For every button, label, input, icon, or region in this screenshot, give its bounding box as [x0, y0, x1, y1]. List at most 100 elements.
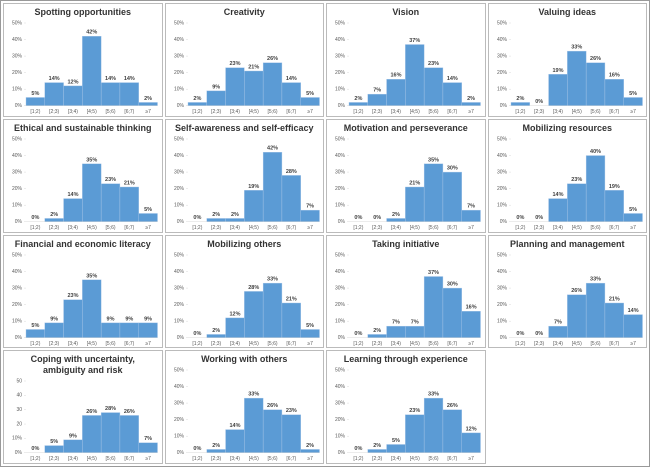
- value-label: 19%: [552, 68, 563, 74]
- value-label: 28%: [105, 406, 116, 412]
- chart-title: Motivation and perseverance: [343, 122, 468, 133]
- value-label: 5%: [31, 91, 39, 97]
- value-label: 0%: [354, 215, 362, 221]
- y-tick-label: 30%: [173, 53, 184, 59]
- x-tick-label: [5;6): [267, 225, 277, 231]
- chart: 0% 10% 20% 30% 40% 50% 0% [1;2) 2% [2;3) 12% [3;4) 2…: [173, 252, 320, 347]
- bar: [623, 313, 643, 338]
- value-label: 14%: [67, 192, 78, 198]
- y-tick-label: 20%: [12, 301, 23, 307]
- value-label: 9%: [50, 316, 58, 322]
- value-label: 26%: [590, 56, 601, 62]
- x-tick-label: [5;6): [106, 109, 116, 115]
- value-label: 35%: [86, 273, 97, 279]
- value-label: 0%: [193, 331, 201, 337]
- value-label: 16%: [390, 73, 401, 79]
- value-label: 2%: [50, 212, 58, 218]
- chart: 0% 10% 20% 30% 40% 50% 0% [1;2) 2% [2;3) 14% [3;4) 3…: [173, 368, 320, 462]
- bar: [281, 174, 301, 222]
- x-tick-label: [3;4): [391, 341, 401, 347]
- x-tick-label: ≥7: [468, 341, 474, 347]
- value-label: 23%: [229, 61, 240, 67]
- x-tick-label: [5;6): [267, 341, 277, 347]
- y-tick-label: 10%: [335, 318, 346, 324]
- bar: [206, 449, 226, 454]
- chart: 0% 10% 20% 30% 40% 50% 2% [1;2) 9% [2;3) 23% [3;4) 2…: [173, 20, 320, 115]
- chart: 0% 10% 20% 30% 40% 50% 5% [1;2) 9% [2;3) 23% [3;4) 3…: [12, 252, 158, 347]
- bar: [63, 298, 83, 338]
- value-label: 0%: [535, 331, 543, 337]
- x-tick-label: [3;4): [68, 225, 78, 231]
- value-label: 12%: [466, 427, 477, 433]
- x-tick-label: [2;3): [534, 341, 544, 347]
- bar: [187, 102, 207, 106]
- x-tick-label: [5;6): [429, 341, 439, 347]
- value-label: 21%: [608, 296, 619, 302]
- x-tick-label: [6;7): [124, 109, 134, 115]
- bar: [206, 90, 226, 106]
- bar: [138, 213, 158, 222]
- value-label: 7%: [373, 88, 381, 94]
- y-tick-label: 50%: [173, 252, 184, 258]
- value-label: 5%: [144, 207, 152, 213]
- x-tick-label: [5;6): [106, 456, 116, 462]
- y-tick-label: 20%: [173, 417, 184, 423]
- x-tick-label: [1;2): [353, 341, 363, 347]
- y-tick-label: 10%: [496, 318, 507, 324]
- bar: [243, 189, 263, 222]
- x-tick-label: [3;4): [552, 225, 562, 231]
- bar: [405, 44, 425, 106]
- x-tick-label: [6;7): [286, 341, 296, 347]
- x-tick-label: [3;4): [229, 109, 239, 115]
- x-tick-label: [3;4): [229, 225, 239, 231]
- value-label: 2%: [212, 443, 220, 449]
- y-tick-label: 20%: [173, 186, 184, 192]
- bar: [243, 290, 263, 338]
- y-tick-label: 0%: [338, 335, 346, 341]
- x-tick-label: [3;4): [68, 341, 78, 347]
- y-tick-label: 0%: [499, 335, 507, 341]
- value-label: 7%: [306, 203, 314, 209]
- chart-panel: Mobilizing resources 0% 10% 20% 30% 40% 50% 0% […: [487, 118, 647, 233]
- bar: [461, 102, 481, 106]
- y-tick-label: 40%: [173, 384, 184, 390]
- bar: [44, 445, 64, 454]
- x-tick-label: [4;5): [248, 109, 258, 115]
- bar: [138, 442, 158, 454]
- value-label: 0%: [31, 446, 39, 452]
- bar: [442, 287, 462, 338]
- value-label: 2%: [354, 96, 362, 102]
- x-tick-label: ≥7: [630, 341, 636, 347]
- value-label: 26%: [86, 409, 97, 415]
- x-tick-label: ≥7: [307, 456, 313, 462]
- x-tick-label: [4;5): [248, 341, 258, 347]
- value-label: 42%: [86, 30, 97, 36]
- value-label: 12%: [67, 79, 78, 85]
- value-label: 0%: [535, 99, 543, 105]
- bar: [281, 82, 301, 106]
- x-tick-label: [2;3): [372, 341, 382, 347]
- y-tick-label: 10%: [335, 87, 346, 93]
- value-label: 9%: [144, 316, 152, 322]
- x-tick-label: [4;5): [571, 341, 581, 347]
- y-tick-label: 20%: [173, 301, 184, 307]
- bar: [604, 79, 624, 106]
- y-tick-label: 10%: [496, 87, 507, 93]
- bar: [100, 183, 121, 222]
- y-tick-label: 10%: [173, 434, 184, 440]
- bar: [386, 79, 406, 106]
- x-tick-label: [6;7): [447, 456, 457, 462]
- x-tick-label: [3;4): [391, 225, 401, 231]
- chart-panel: Taking initiative 0% 10% 20% 30% 40% 50% 0% [1;2…: [326, 234, 486, 349]
- x-tick-label: [3;4): [68, 456, 78, 462]
- value-label: 14%: [447, 76, 458, 82]
- value-label: 33%: [590, 276, 601, 282]
- value-label: 33%: [248, 392, 259, 398]
- x-tick-label: [5;6): [590, 225, 600, 231]
- chart: 0% 10% 20% 30% 40% 50% 2% [1;2) 7% [2;3) 16% [3;4) 3…: [335, 20, 481, 115]
- y-tick-label: 50%: [496, 20, 507, 26]
- value-label: 14%: [229, 423, 240, 429]
- y-tick-label: 40%: [335, 37, 346, 43]
- y-tick-label: 0%: [338, 103, 346, 109]
- bar: [386, 325, 406, 338]
